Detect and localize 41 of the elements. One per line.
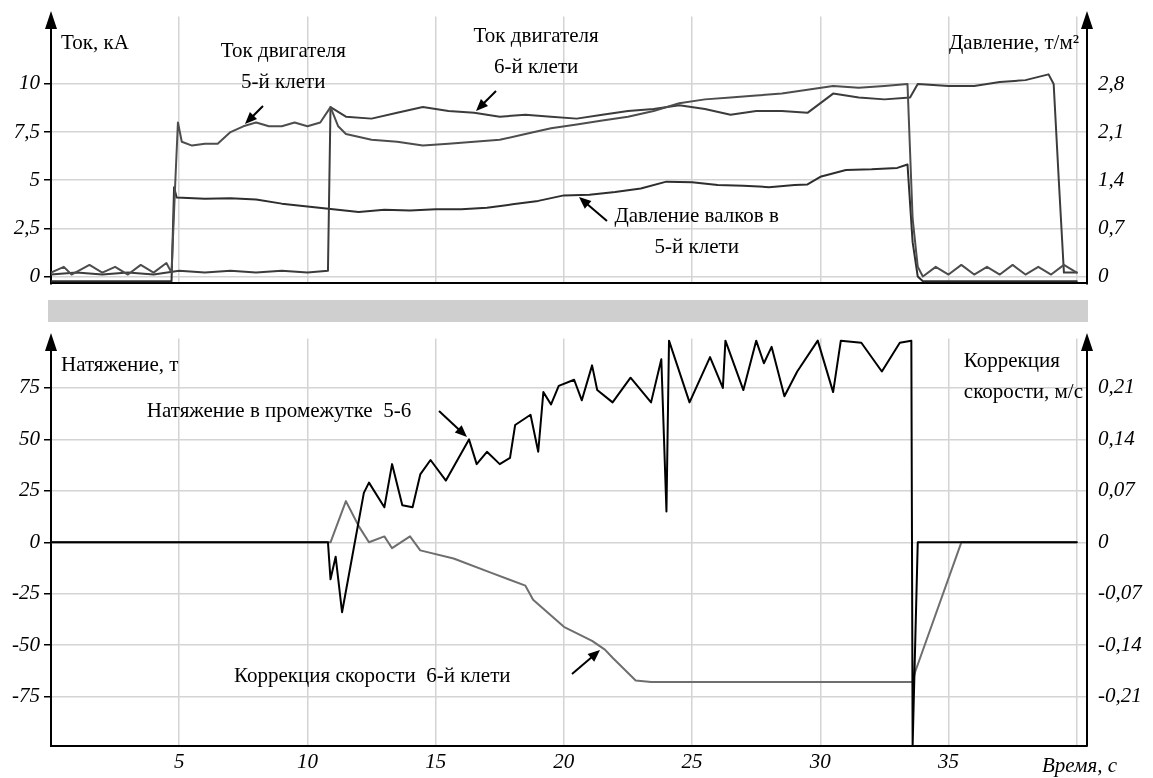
y2-tick-label: 0,14 [1098, 425, 1136, 450]
y2-tick-label: 0,07 [1098, 477, 1137, 502]
y2-tick-label: 1,4 [1098, 166, 1125, 191]
y-tick-label: 50 [19, 425, 41, 450]
y2-tick-label: 0,21 [1098, 374, 1135, 399]
y2-tick-label: 0 [1098, 528, 1109, 553]
y-tick-label: 7,5 [13, 118, 40, 143]
y2-tick-label: -0,21 [1098, 683, 1142, 708]
y-tick-label: -25 [12, 580, 40, 605]
x-tick-label: 10 [296, 749, 319, 774]
y-tick-label: 0 [29, 528, 41, 553]
y2-tick-label: -0,14 [1098, 631, 1143, 656]
y2-tick-label: 2,8 [1098, 70, 1125, 95]
y-axis-title: Ток, кА [61, 29, 130, 54]
y-tick-label: 5 [29, 166, 40, 191]
x-tick-label: 15 [425, 749, 447, 774]
y2-axis-title: Давление, т/м² [949, 29, 1079, 54]
y-tick-label: 75 [19, 374, 40, 399]
x-axis-title: Время, с [1041, 753, 1118, 777]
y-tick-label: 10 [19, 70, 41, 95]
y-tick-label: -50 [12, 631, 41, 656]
x-tick-label: 5 [173, 749, 185, 774]
text: Коррекция скорости 6-й клети [234, 662, 511, 687]
y-tick-label: 0 [29, 262, 41, 287]
series-label: Давление валков в 5-й клети [614, 203, 780, 259]
series-label: Ток двигателя 5-й клети [220, 38, 347, 94]
x-tick-label: 35 [937, 749, 960, 774]
y-tick-label: -75 [12, 683, 40, 708]
y2-tick-label: 0 [1098, 263, 1109, 288]
y2-axis-title: Коррекция скорости, м/с [963, 347, 1084, 403]
x-tick-label: 30 [808, 749, 832, 774]
series-label: Ток двигателя 6-й клети [473, 22, 599, 78]
y2-tick-label: 2,1 [1098, 118, 1125, 143]
y2-tick-label: 0,7 [1098, 214, 1126, 239]
legend-label: Натяжение в промежутке 5-6 [146, 398, 412, 423]
y-tick-label: 25 [19, 477, 40, 502]
y-axis-title: Натяжение, т [61, 351, 179, 376]
x-tick-label: 20 [553, 749, 575, 774]
y-tick-label: 2,5 [13, 214, 40, 239]
x-tick-label: 25 [681, 749, 703, 774]
y2-tick-label: -0,07 [1098, 580, 1144, 605]
